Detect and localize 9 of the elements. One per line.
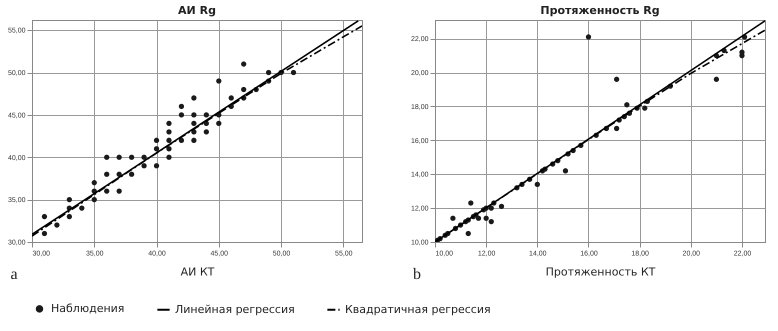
text: b xyxy=(413,266,421,283)
legend-label: Линейная регрессия xyxy=(175,302,295,316)
legend-label: Квадратичная регрессия xyxy=(345,302,491,316)
chart-title: Протяженность Rg xyxy=(540,4,660,17)
x-axis-title: Протяженность КТ xyxy=(546,266,656,278)
legend-label: Наблюдения xyxy=(51,302,124,315)
text: a xyxy=(10,266,18,283)
chart-title: АИ Rg xyxy=(178,4,216,17)
x-axis-title: АИ КТ xyxy=(180,266,215,278)
